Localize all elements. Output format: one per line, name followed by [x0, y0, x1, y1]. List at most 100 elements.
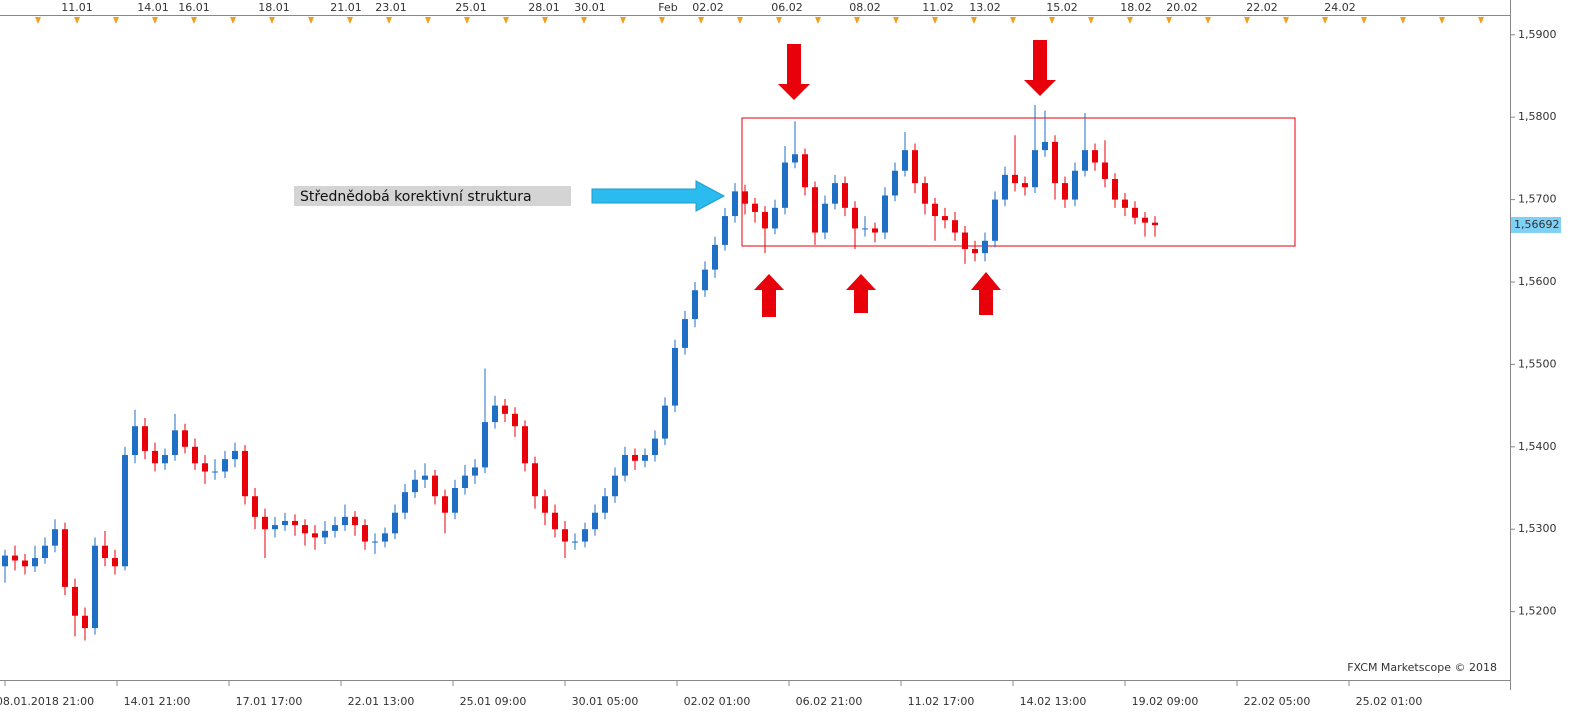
y-tick-label: 1,5800 — [1518, 110, 1557, 123]
y-tick-label: 1,5600 — [1518, 275, 1557, 288]
candle-body — [22, 560, 28, 567]
event-marker — [1010, 17, 1016, 24]
top-label: 14.01 — [137, 1, 169, 14]
candle-body — [242, 450, 248, 497]
candle-body — [212, 471, 218, 473]
candle-body — [582, 529, 588, 542]
last-price-box — [1511, 216, 1561, 233]
x-tick-label: 02.02 01:00 — [684, 695, 751, 708]
event-marker — [1400, 17, 1406, 24]
candle-body — [612, 475, 618, 497]
candle-body — [752, 203, 758, 212]
top-label: 08.02 — [849, 1, 881, 14]
top-label: 28.01 — [528, 1, 560, 14]
event-marker — [113, 17, 119, 24]
candle-body — [262, 516, 268, 530]
x-tick-label: 22.02 05:00 — [1244, 695, 1311, 708]
top-label: 11.02 — [922, 1, 954, 14]
candle-body — [232, 450, 238, 460]
y-tick-label: 1,5200 — [1518, 605, 1557, 618]
candle-body — [422, 475, 428, 480]
candle-body — [322, 530, 328, 538]
candle-body — [2, 555, 8, 567]
up-arrow — [846, 274, 876, 313]
candle-body — [1132, 207, 1138, 218]
event-marker — [815, 17, 821, 24]
up-arrow — [971, 272, 1001, 315]
top-label: 18.02 — [1120, 1, 1152, 14]
x-tick-label: 22.01 13:00 — [348, 695, 415, 708]
event-marker — [659, 17, 665, 24]
top-label: Feb — [658, 1, 677, 14]
down-arrow — [778, 44, 810, 100]
candle-body — [1002, 174, 1008, 200]
candle-body — [892, 170, 898, 196]
x-tick-label: 19.02 09:00 — [1132, 695, 1199, 708]
event-marker — [1244, 17, 1250, 24]
candle-body — [602, 496, 608, 513]
candle-body — [102, 545, 108, 559]
y-tick-label: 1,5700 — [1518, 193, 1557, 206]
candle-body — [132, 426, 138, 456]
event-marker — [1283, 17, 1289, 24]
candle-body — [1012, 174, 1018, 184]
event-marker — [971, 17, 977, 24]
candle-body — [592, 512, 598, 530]
candle-body — [462, 475, 468, 488]
candle-body — [712, 244, 718, 270]
candle-body — [722, 216, 728, 245]
event-marker — [698, 17, 704, 24]
candle-body — [252, 496, 258, 517]
candle-body — [1092, 150, 1098, 163]
x-tick-label: 11.02 17:00 — [908, 695, 975, 708]
top-label: 23.01 — [375, 1, 407, 14]
candle-body — [962, 232, 968, 250]
candle-body — [142, 426, 148, 451]
candle-body — [302, 525, 308, 534]
event-marker — [854, 17, 860, 24]
candle-body — [672, 347, 678, 406]
candle-body — [792, 154, 798, 163]
event-marker — [1166, 17, 1172, 24]
candle-body — [1102, 162, 1108, 179]
candle-body — [182, 430, 188, 447]
candle-body — [862, 228, 868, 230]
candle-body — [1042, 141, 1048, 151]
up-arrow — [754, 274, 784, 317]
annotation: Střednědobá korektivní struktura — [300, 189, 532, 205]
event-marker — [230, 17, 236, 24]
event-marker — [737, 17, 743, 24]
x-tick-label: 17.01 17:00 — [236, 695, 303, 708]
top-label: 21.01 — [330, 1, 362, 14]
candle-body — [112, 558, 118, 567]
candle-body — [312, 533, 318, 538]
x-tick-label: 25.02 01:00 — [1356, 695, 1423, 708]
candle-body — [342, 516, 348, 526]
event-marker — [503, 17, 509, 24]
annotation-box — [294, 186, 571, 206]
top-label: 13.02 — [969, 1, 1001, 14]
x-tick-label: 14.02 13:00 — [1020, 695, 1087, 708]
y-tick-label: 1,5500 — [1518, 357, 1557, 370]
event-marker — [1322, 17, 1328, 24]
candle-body — [912, 150, 918, 184]
candle-body — [562, 529, 568, 542]
candle-body — [652, 438, 658, 456]
x-tick-label: 14.01 21:00 — [124, 695, 191, 708]
top-label: 16.01 — [178, 1, 210, 14]
candle-body — [692, 290, 698, 320]
candle-body — [702, 269, 708, 291]
candle-body — [72, 586, 78, 616]
candle-body — [202, 463, 208, 472]
candle-body — [662, 405, 668, 439]
candle-body — [852, 207, 858, 229]
candle-body — [902, 150, 908, 171]
candle-body — [642, 455, 648, 461]
event-marker — [1127, 17, 1133, 24]
candle-body — [992, 199, 998, 241]
event-marker — [35, 17, 41, 24]
candle-body — [32, 558, 38, 567]
candle-body — [332, 525, 338, 531]
candle-body — [492, 405, 498, 423]
candle-body — [532, 463, 538, 497]
